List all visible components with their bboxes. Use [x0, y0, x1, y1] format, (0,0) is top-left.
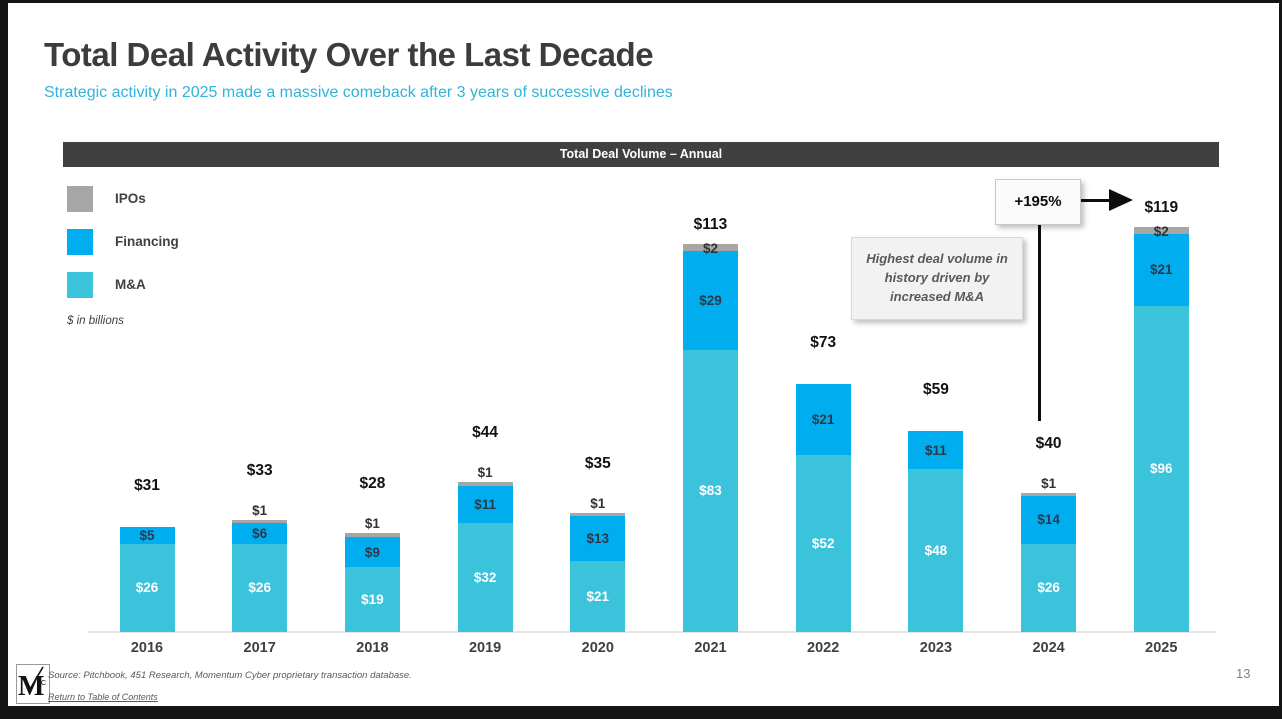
arrow-right-icon: [1109, 189, 1133, 211]
legend-label-ipos: IPOs: [115, 191, 146, 206]
bar-segment-financing: $5: [119, 526, 175, 544]
bar-total-label: $73: [810, 333, 837, 351]
frame-left: [0, 0, 8, 719]
bar-segment-financing: $11: [908, 431, 964, 469]
x-axis-tick-label: 2021: [694, 640, 727, 656]
x-axis-tick-label: 2023: [919, 640, 953, 656]
bar-total-label: $40: [1035, 434, 1062, 452]
bar-segment-financing: $21: [1133, 234, 1189, 306]
frame-top: [0, 0, 1282, 3]
bar-segment-ma: $26: [119, 543, 175, 632]
x-axis-tick-label: 2019: [468, 640, 502, 656]
page-title: Total Deal Activity Over the Last Decade: [44, 36, 654, 73]
arrow-shaft: [1081, 199, 1111, 202]
legend-item-ma: M&A: [67, 272, 179, 298]
units-note: $ in billions: [67, 315, 124, 327]
x-axis-line: [88, 631, 1216, 633]
bar-segment-ipos: [344, 533, 400, 537]
bar-segment-ipos: [1133, 227, 1189, 235]
bar-segment-ipos: [232, 519, 288, 524]
source-note: Source: Pitchbook, 451 Research, Momentu…: [48, 670, 412, 681]
bar-ipo-label: $2: [702, 241, 719, 257]
callout-box: Highest deal volume in history driven by…: [851, 237, 1023, 320]
bar-segment-ipos: [570, 513, 626, 517]
legend-swatch-financing: [67, 229, 93, 255]
legend-swatch-ipos: [67, 186, 93, 212]
bar-segment-ma: $19: [344, 567, 400, 632]
bar-segment-ma: $52: [795, 455, 851, 632]
growth-badge: +195%: [995, 179, 1081, 225]
bar-segment-financing: $6: [232, 523, 288, 544]
bar-segment-ma: $83: [683, 349, 738, 632]
bar-segment-ipos: [457, 482, 513, 486]
x-axis-tick-label: 2016: [130, 640, 164, 656]
legend-item-ipos: IPOs: [67, 186, 179, 212]
bar-segment-ma: $32: [457, 523, 513, 632]
legend-item-financing: Financing: [67, 229, 179, 255]
bar-ipo-label: $1: [1041, 475, 1057, 491]
legend: IPOs Financing M&A: [67, 186, 179, 298]
bar-segment-ma: $96: [1133, 305, 1189, 632]
legend-label-ma: M&A: [115, 277, 146, 292]
bar-segment-financing: $13: [570, 516, 626, 561]
x-axis-tick-label: 2025: [1145, 640, 1178, 656]
x-axis-tick-label: 2018: [356, 640, 389, 656]
chart-title-bar: Total Deal Volume – Annual: [63, 142, 1219, 167]
svg-text:C: C: [41, 680, 46, 687]
bar-segment-financing: $14: [1021, 496, 1077, 544]
bar-segment-ma: $48: [908, 468, 964, 632]
x-axis-tick-label: 2024: [1032, 640, 1065, 656]
bar-segment-financing: $29: [683, 251, 738, 350]
page-number: 13: [1236, 666, 1251, 681]
bar-total-label: $119: [1144, 199, 1179, 217]
x-axis-tick-label: 2022: [807, 640, 840, 656]
x-axis-tick-label: 2020: [581, 640, 614, 656]
frame-right: [1279, 0, 1282, 719]
bar-total-label: $44: [472, 424, 499, 442]
bar-ipo-label: $1: [364, 516, 380, 532]
bar-ipo-label: $1: [477, 465, 493, 481]
bar-total-label: $33: [246, 461, 273, 479]
bar-ipo-label: $1: [252, 502, 268, 518]
bar-total-label: $28: [359, 475, 386, 493]
bar-total-label: $113: [693, 216, 728, 234]
bar-segment-ma: $21: [570, 560, 626, 632]
bar-segment-ma: $26: [1021, 543, 1077, 632]
return-toc-link[interactable]: Return to Table of Contents: [48, 692, 158, 702]
momentum-logo: M C: [16, 664, 50, 704]
bar-segment-financing: $11: [457, 485, 513, 524]
growth-connector-line: [1038, 225, 1041, 421]
bar-total-label: $35: [584, 455, 611, 472]
page-subtitle: Strategic activity in 2025 made a massiv…: [44, 84, 673, 101]
legend-swatch-ma: [67, 272, 93, 298]
frame-bottom: [0, 706, 1282, 719]
bar-ipo-label: $1: [590, 496, 606, 511]
logo-m-icon: M C: [18, 666, 46, 702]
bar-total-label: $59: [922, 381, 949, 399]
bar-segment-ipos: [1021, 492, 1077, 496]
bar-ipo-label: $2: [1153, 224, 1169, 240]
x-axis-tick-label: 2017: [243, 640, 276, 656]
bar-segment-ma: $26: [232, 543, 288, 632]
bar-segment-ipos: [683, 244, 738, 252]
bar-segment-financing: $9: [344, 536, 400, 568]
bar-segment-financing: $21: [795, 383, 851, 456]
legend-label-financing: Financing: [115, 234, 179, 249]
bar-total-label: $31: [134, 476, 160, 494]
